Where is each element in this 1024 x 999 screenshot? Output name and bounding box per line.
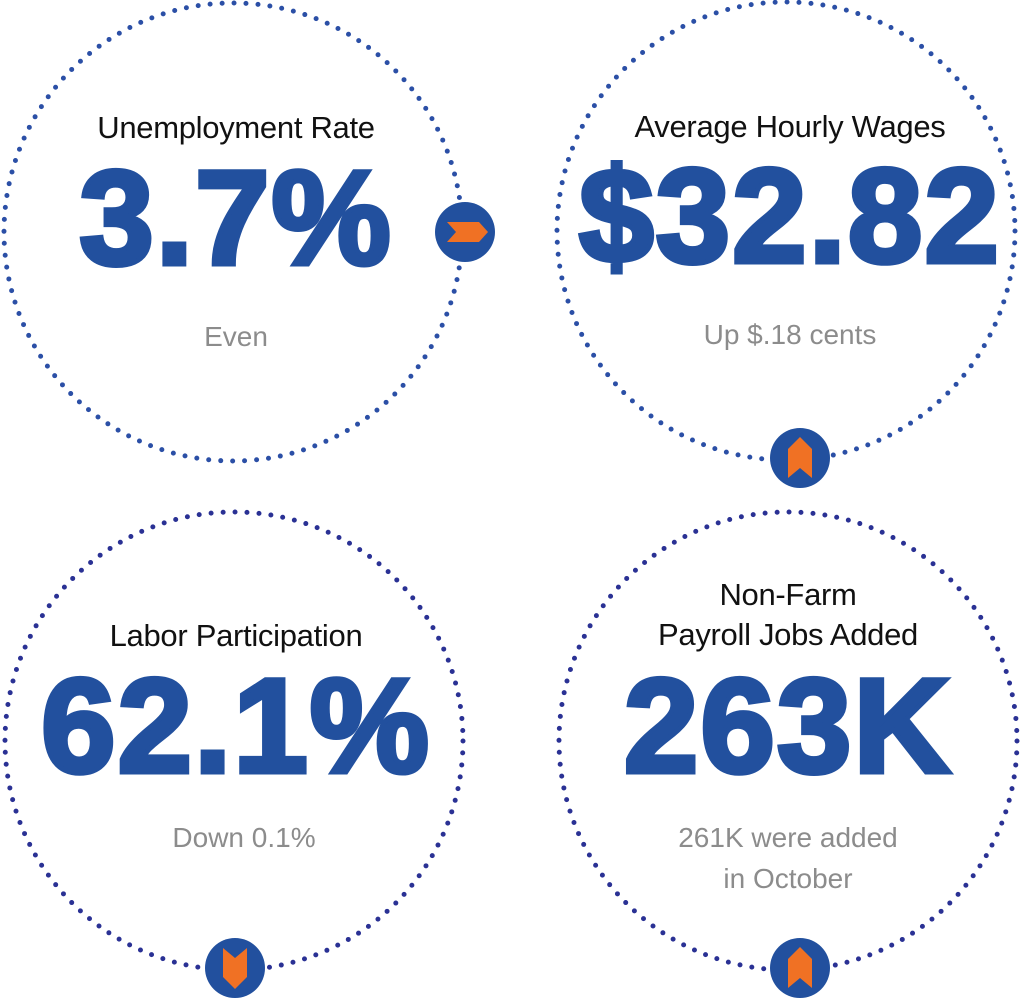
right-arrow-icon <box>435 202 495 262</box>
stat-title-line-2: Payroll Jobs Added <box>658 617 918 652</box>
stat-value: 62.1% <box>39 652 432 801</box>
stat-value: 3.7% <box>77 144 393 293</box>
stat-change: Even <box>204 321 268 352</box>
stat-change-line-1: 261K were added <box>678 822 898 853</box>
stat-title: Unemployment Rate <box>97 110 375 145</box>
stat-card-average-hourly-wages: Average Hourly Wages $32.82 Up $.18 cent… <box>560 1 1020 461</box>
stat-change: Up $.18 cents <box>703 319 877 350</box>
down-arrow-icon <box>205 938 265 998</box>
up-arrow-icon <box>770 428 830 488</box>
stat-change-line-2: in October <box>723 863 853 894</box>
stat-card-labor-participation: Labor Participation 62.1% Down 0.1% <box>6 511 466 971</box>
stat-value: $32.82 <box>577 142 1002 291</box>
stat-title: Average Hourly Wages <box>634 109 946 144</box>
stat-card-unemployment-rate: Unemployment Rate 3.7% Even <box>6 2 466 462</box>
stat-title: Labor Participation <box>109 618 363 653</box>
stat-card-nonfarm-payroll: Non-Farm Payroll Jobs Added 263K 261K we… <box>558 511 1018 971</box>
stat-value: 263K <box>621 652 953 801</box>
stat-title-line-1: Non-Farm <box>719 577 857 612</box>
stat-change: Down 0.1% <box>172 822 316 853</box>
up-arrow-icon <box>770 938 830 998</box>
